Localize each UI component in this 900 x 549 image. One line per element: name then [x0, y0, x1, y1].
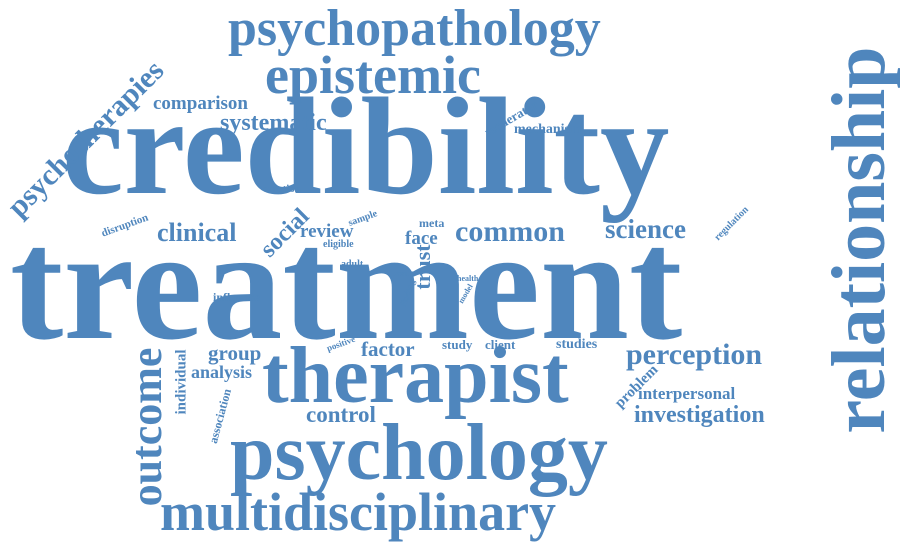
- word-common: common: [455, 215, 565, 248]
- word-interpersonal: interpersonal: [638, 384, 736, 403]
- word-review: review: [300, 221, 354, 242]
- word-comparison: comparison: [153, 93, 248, 114]
- word-psychopathology: psychopathology: [228, 0, 601, 57]
- word-science: science: [605, 214, 686, 244]
- word-epistemic: epistemic: [265, 45, 481, 105]
- word-clinical: clinical: [157, 218, 237, 247]
- word-eligible: eligible: [323, 239, 354, 250]
- word-treatment: treatment: [10, 195, 683, 373]
- word-control: control: [306, 402, 376, 427]
- word-individual: individual: [173, 349, 190, 415]
- word-systematic: systematic: [220, 110, 327, 136]
- word-factor: factor: [361, 337, 415, 361]
- word-regulation: regulation: [712, 204, 751, 243]
- word-investigation: investigation: [634, 402, 765, 428]
- word-influence: influence: [213, 290, 260, 304]
- word-relationship: relationship: [817, 46, 900, 434]
- word-credibility: credibility: [62, 70, 670, 224]
- word-study: study: [442, 337, 473, 352]
- word-multidisciplinary: multidisciplinary: [160, 482, 557, 542]
- word-studies: studies: [556, 337, 598, 352]
- word-outcome: outcome: [122, 347, 171, 507]
- word-perception: perception: [626, 338, 763, 371]
- word-group: group: [208, 341, 262, 365]
- word-emotion: emotion: [263, 183, 301, 195]
- word-mechanism: mechanism: [514, 122, 582, 137]
- word-therapist: therapist: [262, 332, 569, 420]
- word-health: health: [457, 274, 479, 283]
- word-meta: meta: [419, 216, 445, 230]
- word-psychology: psychology: [230, 409, 608, 497]
- word-adult: adult: [341, 259, 364, 270]
- word-result: result: [394, 269, 414, 278]
- word-client: client: [485, 337, 516, 352]
- word-analysis: analysis: [191, 362, 253, 382]
- word-face: face: [405, 228, 438, 249]
